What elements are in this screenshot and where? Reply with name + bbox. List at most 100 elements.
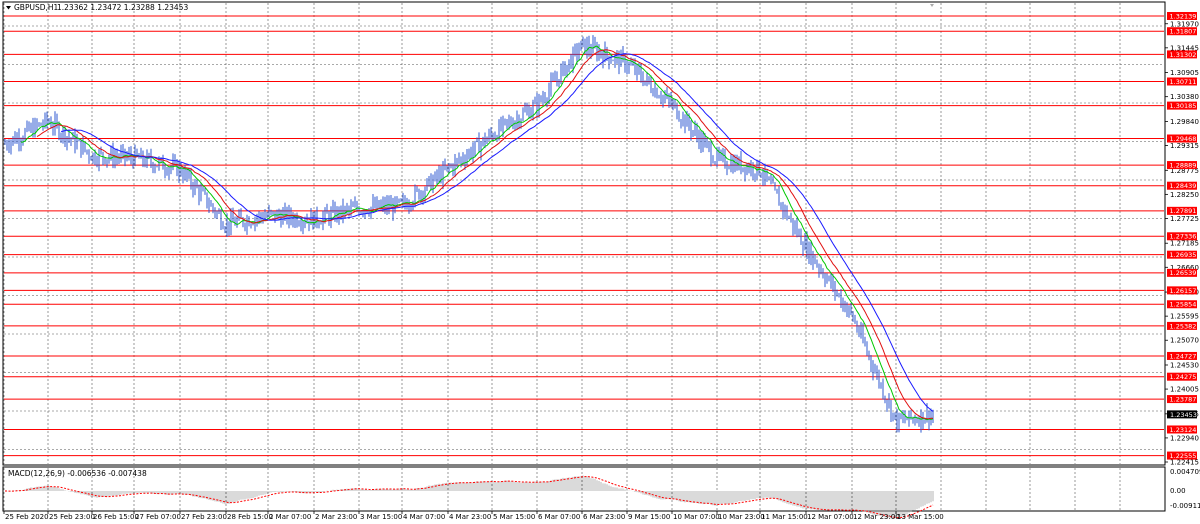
price-level-tag — [1167, 134, 1197, 143]
price-level-value: 1.26935 — [1170, 251, 1197, 259]
price-axis-label: 1.30380 — [1170, 93, 1199, 101]
price-axis-label: 1.28250 — [1170, 191, 1199, 199]
ma-slow-line — [60, 53, 934, 412]
symbol-label: GBPUSD,H1 — [14, 3, 59, 12]
price-level-tag — [1167, 395, 1197, 404]
price-level-value: 1.31302 — [1170, 51, 1197, 59]
price-level-value: 1.22555 — [1170, 452, 1197, 460]
price-level-tag — [1167, 232, 1197, 241]
time-axis-label: 26 Feb 15:00 — [93, 513, 139, 521]
macd-indicator — [5, 475, 934, 519]
moving-averages — [20, 45, 934, 421]
time-axis-label: 27 Feb 23:00 — [181, 513, 227, 521]
price-axis-label: 1.29840 — [1170, 118, 1199, 126]
price-level-value: 1.24727 — [1170, 352, 1197, 360]
macd-label: MACD(12,26,9) -0.006536 -0.007438 — [8, 469, 147, 478]
price-level-value: 1.25382 — [1170, 322, 1197, 330]
price-level-tag — [1167, 425, 1197, 434]
current-price-value: 1.23453 — [1170, 411, 1197, 419]
price-axis-label: 1.24005 — [1170, 386, 1199, 394]
price-level-value: 1.30185 — [1170, 102, 1197, 110]
time-axis-label: 5 Mar 15:00 — [493, 513, 535, 521]
time-axis-label: 10 Mar 23:00 — [718, 513, 765, 521]
time-axis-label: 2 Mar 07:00 — [269, 513, 311, 521]
time-axis-label: 27 Feb 07:00 — [135, 513, 181, 521]
price-axis-label: 1.31970 — [1170, 20, 1199, 28]
price-candles — [4, 35, 934, 433]
time-axis-label: 6 Mar 23:00 — [583, 513, 625, 521]
time-axis-label: 12 Mar 23:00 — [853, 513, 900, 521]
dropdown-triangle-icon[interactable] — [6, 6, 11, 10]
price-level-tag — [1167, 351, 1197, 360]
price-level-value: 1.27336 — [1170, 233, 1197, 241]
price-level-value: 1.23787 — [1170, 395, 1197, 403]
price-level-value: 1.28439 — [1170, 182, 1197, 190]
price-level-tag — [1167, 300, 1197, 309]
price-level-value: 1.32139 — [1170, 12, 1197, 20]
macd-scale-bottom: -0.009112 — [1170, 502, 1200, 510]
price-level-tag — [1167, 321, 1197, 330]
price-level-value: 1.25854 — [1170, 301, 1197, 309]
price-level-tag — [1167, 181, 1197, 190]
chart-shift-marker-icon[interactable] — [930, 4, 934, 7]
ma-mid-line — [36, 49, 933, 420]
price-level-tag — [1167, 206, 1197, 215]
time-axis-label: 4 Mar 07:00 — [403, 513, 445, 521]
ohlc-values: 1.23362 1.23472 1.23288 1.23453 — [57, 3, 188, 12]
price-level-value: 1.27891 — [1170, 207, 1197, 215]
price-axis-label: 1.26660 — [1170, 264, 1199, 272]
level-labels: 1.32139 1.31807 1.31302 1.30711 1.30185 1.294… — [1167, 12, 1197, 460]
price-axis-label: 1.25070 — [1170, 337, 1199, 345]
price-level-value: 1.26539 — [1170, 269, 1197, 277]
horizontal-levels[interactable] — [4, 15, 1164, 457]
time-axis-label: 11 Mar 15:00 — [761, 513, 808, 521]
price-level-tag — [1167, 50, 1197, 59]
price-axis-label: 1.31445 — [1170, 44, 1199, 52]
time-axis-label: 3 Mar 15:00 — [360, 513, 402, 521]
time-axis-label: 13 Mar 15:00 — [897, 513, 944, 521]
macd-scale-top: 0.004709 — [1170, 468, 1200, 476]
price-axis-label: 1.25595 — [1170, 313, 1199, 321]
price-level-tag — [1167, 12, 1197, 20]
price-axis-label: 1.27185 — [1170, 240, 1199, 248]
price-level-tag — [1167, 27, 1197, 36]
ma-fast-line — [20, 45, 934, 421]
time-axis-label: 9 Mar 15:00 — [628, 513, 670, 521]
price-axis-label: 1.27725 — [1170, 215, 1199, 223]
price-axis-label: 1.22415 — [1170, 459, 1199, 467]
time-axis-label: 6 Mar 07:00 — [538, 513, 580, 521]
price-level-value: 1.30711 — [1170, 78, 1197, 86]
price-level-value: 1.28889 — [1170, 161, 1197, 169]
time-axis-label: 4 Mar 23:00 — [449, 513, 491, 521]
price-level-value: 1.31807 — [1170, 28, 1197, 36]
price-level-value: 1.26157 — [1170, 287, 1197, 295]
price-level-tag — [1167, 101, 1197, 110]
time-axis-label: 10 Mar 07:00 — [673, 513, 720, 521]
price-axis-label: 1.22940 — [1170, 434, 1199, 442]
time-axis-label: 2 Mar 23:00 — [315, 513, 357, 521]
price-level-tag — [1167, 286, 1197, 295]
time-axis-label: 25 Feb 2020 — [5, 513, 49, 521]
time-axis-label: 28 Feb 15:00 — [227, 513, 273, 521]
price-level-tag — [1167, 250, 1197, 259]
price-level-tag — [1167, 268, 1197, 277]
price-axis-label: 1.30905 — [1170, 69, 1199, 77]
price-level-value: 1.29468 — [1170, 135, 1197, 143]
price-axis-label: 1.24530 — [1170, 361, 1199, 369]
price-level-value: 1.23124 — [1170, 426, 1197, 434]
main-chart-frame — [2, 1, 1166, 466]
price-level-tag — [1167, 451, 1197, 460]
price-axis-label: 1.29315 — [1170, 142, 1199, 150]
macd-panel-frame — [2, 466, 1166, 512]
macd-scale-zero: 0.00 — [1170, 487, 1186, 495]
price-level-tag — [1167, 77, 1197, 86]
macd-signal-line — [5, 476, 934, 519]
current-price-tag — [1167, 410, 1197, 419]
price-level-tag — [1167, 161, 1197, 170]
price-level-tag — [1167, 372, 1197, 381]
price-axis-label: 1.28775 — [1170, 167, 1199, 175]
price-level-value: 1.24275 — [1170, 373, 1197, 381]
